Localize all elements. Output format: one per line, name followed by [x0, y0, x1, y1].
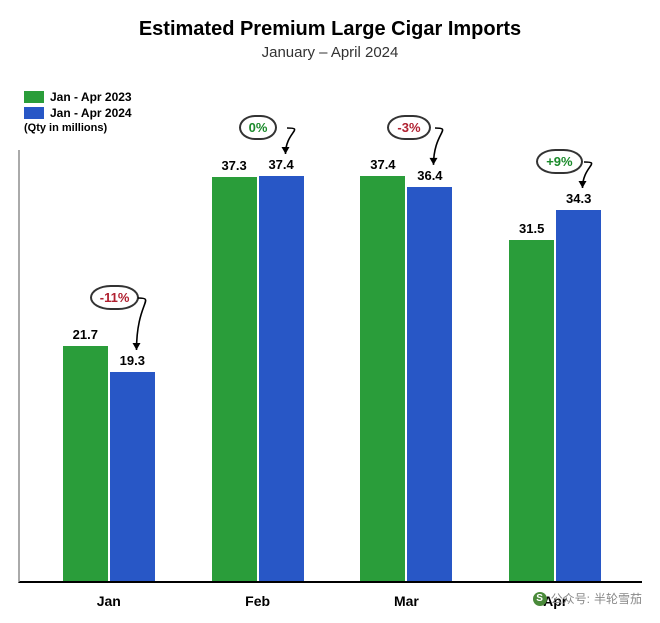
bar-group-mar: 37.436.4-3%Mar: [346, 150, 466, 581]
change-arrow-icon: [198, 110, 318, 581]
plot-area: 21.719.3-11%Jan37.337.40%Feb37.436.4-3%M…: [18, 150, 642, 583]
bar-group-jan: 21.719.3-11%Jan: [49, 150, 169, 581]
legend-swatch-2024: [24, 107, 44, 119]
legend-note: (Qty in millions): [24, 122, 132, 134]
x-axis-label: Mar: [346, 593, 466, 609]
chart-container: Estimated Premium Large Cigar Imports Ja…: [0, 0, 660, 623]
title-block: Estimated Premium Large Cigar Imports Ja…: [18, 18, 642, 61]
change-arrow-icon: [495, 144, 615, 581]
legend-item-2024: Jan - Apr 2024: [24, 106, 132, 120]
bar-group-feb: 37.337.40%Feb: [198, 150, 318, 581]
legend-label-2023: Jan - Apr 2023: [50, 90, 132, 104]
chart-title: Estimated Premium Large Cigar Imports: [18, 18, 642, 41]
watermark-source-label: 公众号:: [551, 590, 590, 607]
legend-item-2023: Jan - Apr 2023: [24, 90, 132, 104]
legend-swatch-2023: [24, 91, 44, 103]
change-arrow-icon: [49, 280, 169, 581]
legend: Jan - Apr 2023 Jan - Apr 2024 (Qty in mi…: [24, 90, 132, 134]
x-axis-label: Jan: [49, 593, 169, 609]
legend-label-2024: Jan - Apr 2024: [50, 106, 132, 120]
chart-subtitle: January – April 2024: [18, 44, 642, 61]
wechat-icon: S: [533, 592, 547, 606]
change-arrow-icon: [346, 110, 466, 581]
watermark-source-name: 半轮雪茄: [594, 590, 642, 607]
watermark: S 公众号: 半轮雪茄: [533, 590, 642, 607]
x-axis-label: Feb: [198, 593, 318, 609]
bar-group-apr: 31.534.3+9%Apr: [495, 150, 615, 581]
